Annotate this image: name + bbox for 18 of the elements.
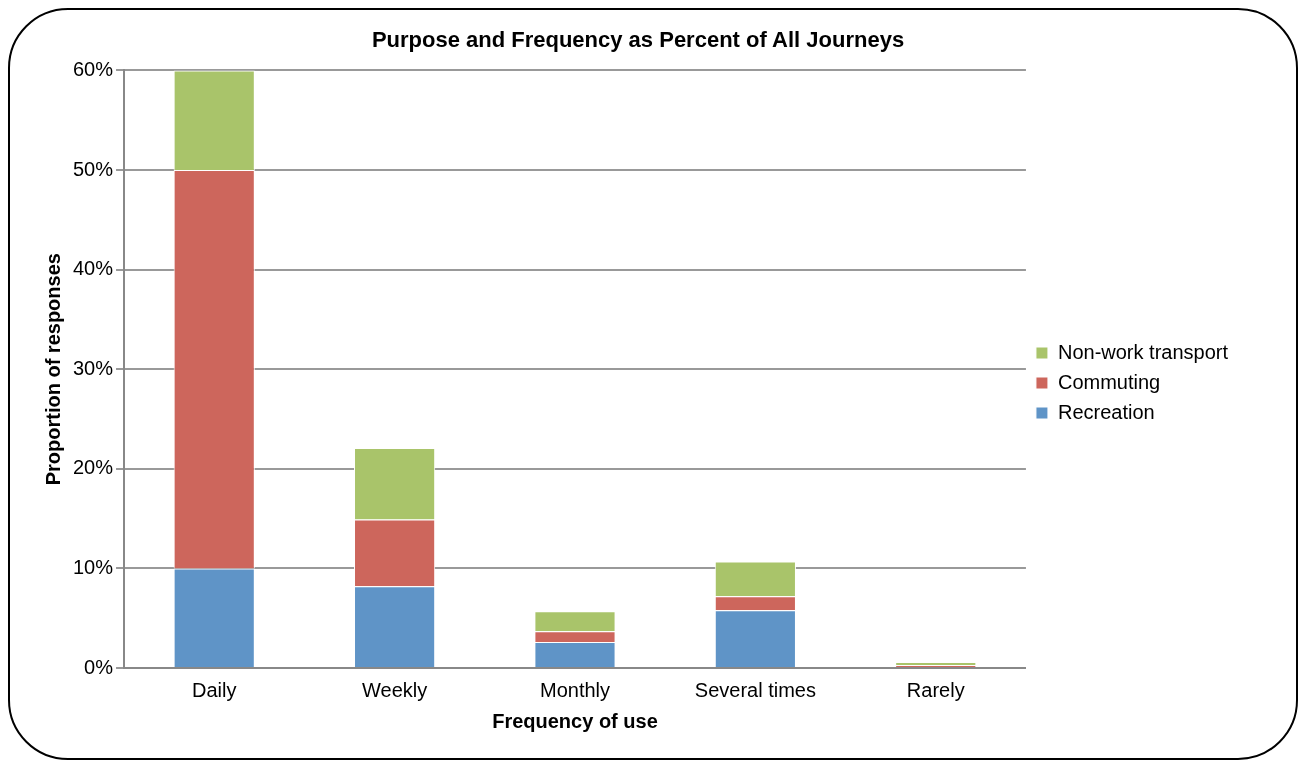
y-tick-label: 20% xyxy=(73,456,114,479)
x-tick-label: Rarely xyxy=(906,678,965,701)
y-axis-title: Proportion of responses xyxy=(41,253,64,486)
x-tick-label: Weekly xyxy=(361,678,428,701)
y-tick-label: 40% xyxy=(73,257,114,280)
x-tick-label: Several times xyxy=(694,678,816,701)
y-tick-label: 0% xyxy=(84,655,114,678)
legend-label: Recreation xyxy=(1057,400,1155,423)
x-tick-label: Daily xyxy=(191,678,237,701)
y-tick-label: 60% xyxy=(73,57,114,80)
x-tick-label: Monthly xyxy=(539,678,610,701)
y-tick-label: 50% xyxy=(73,157,114,180)
legend-label: Non-work transport xyxy=(1057,340,1229,363)
y-tick-label: 30% xyxy=(73,356,114,379)
legend-label: Commuting xyxy=(1057,370,1161,393)
x-axis-title: Frequency of use xyxy=(492,709,658,732)
y-tick-label: 10% xyxy=(73,555,114,578)
chart-title: Purpose and Frequency as Percent of All Journeys xyxy=(371,27,905,53)
